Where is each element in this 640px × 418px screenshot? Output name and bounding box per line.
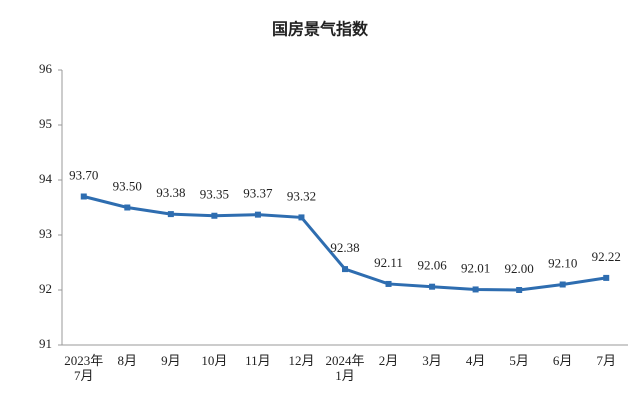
marker <box>559 281 566 288</box>
marker <box>385 280 392 287</box>
marker <box>342 266 348 273</box>
data-label: 92.11 <box>374 255 403 270</box>
marker <box>167 211 174 218</box>
data-label: 92.22 <box>592 249 621 264</box>
data-label: 93.35 <box>200 187 229 202</box>
data-label: 92.10 <box>548 255 577 270</box>
marker <box>124 204 131 211</box>
data-label: 93.37 <box>243 186 273 201</box>
data-label: 92.00 <box>505 261 534 276</box>
data-label: 93.50 <box>113 178 142 193</box>
x-tick-label: 2023年 7月 <box>64 353 104 383</box>
x-tick-label: 11月 <box>245 353 271 368</box>
marker <box>298 214 305 221</box>
marker <box>211 212 218 219</box>
data-label: 92.06 <box>417 258 447 273</box>
x-tick-label: 4月 <box>465 353 486 368</box>
data-label: 93.32 <box>287 188 316 203</box>
marker <box>254 211 261 218</box>
marker <box>603 274 610 281</box>
data-label: 92.38 <box>330 240 359 255</box>
data-label: 92.01 <box>461 260 490 275</box>
x-tick-label: 2024年 1月 <box>325 353 365 383</box>
marker <box>80 193 87 200</box>
marker <box>516 287 523 293</box>
data-label: 93.38 <box>156 185 185 200</box>
chart-title: 国房景气指数 <box>272 20 369 39</box>
x-tick-label: 7月 <box>596 353 616 368</box>
y-tick-label: 96 <box>39 61 53 76</box>
x-tick-label: 5月 <box>509 353 529 368</box>
y-tick-label: 93 <box>39 226 52 241</box>
x-tick-label: 12月 <box>288 353 315 368</box>
x-tick-label: 8月 <box>117 353 138 368</box>
x-tick-label: 2月 <box>378 353 399 368</box>
y-tick-label: 91 <box>39 336 52 351</box>
y-tick-label: 95 <box>39 116 52 131</box>
x-tick-label: 9月 <box>161 353 181 368</box>
y-tick-label: 94 <box>39 171 53 186</box>
x-tick-label: 6月 <box>552 353 573 368</box>
marker <box>472 286 479 293</box>
data-label: 93.70 <box>69 167 98 182</box>
y-tick-label: 92 <box>39 281 52 296</box>
marker <box>429 283 436 290</box>
x-tick-label: 10月 <box>201 353 228 368</box>
x-tick-label: 3月 <box>422 353 442 368</box>
